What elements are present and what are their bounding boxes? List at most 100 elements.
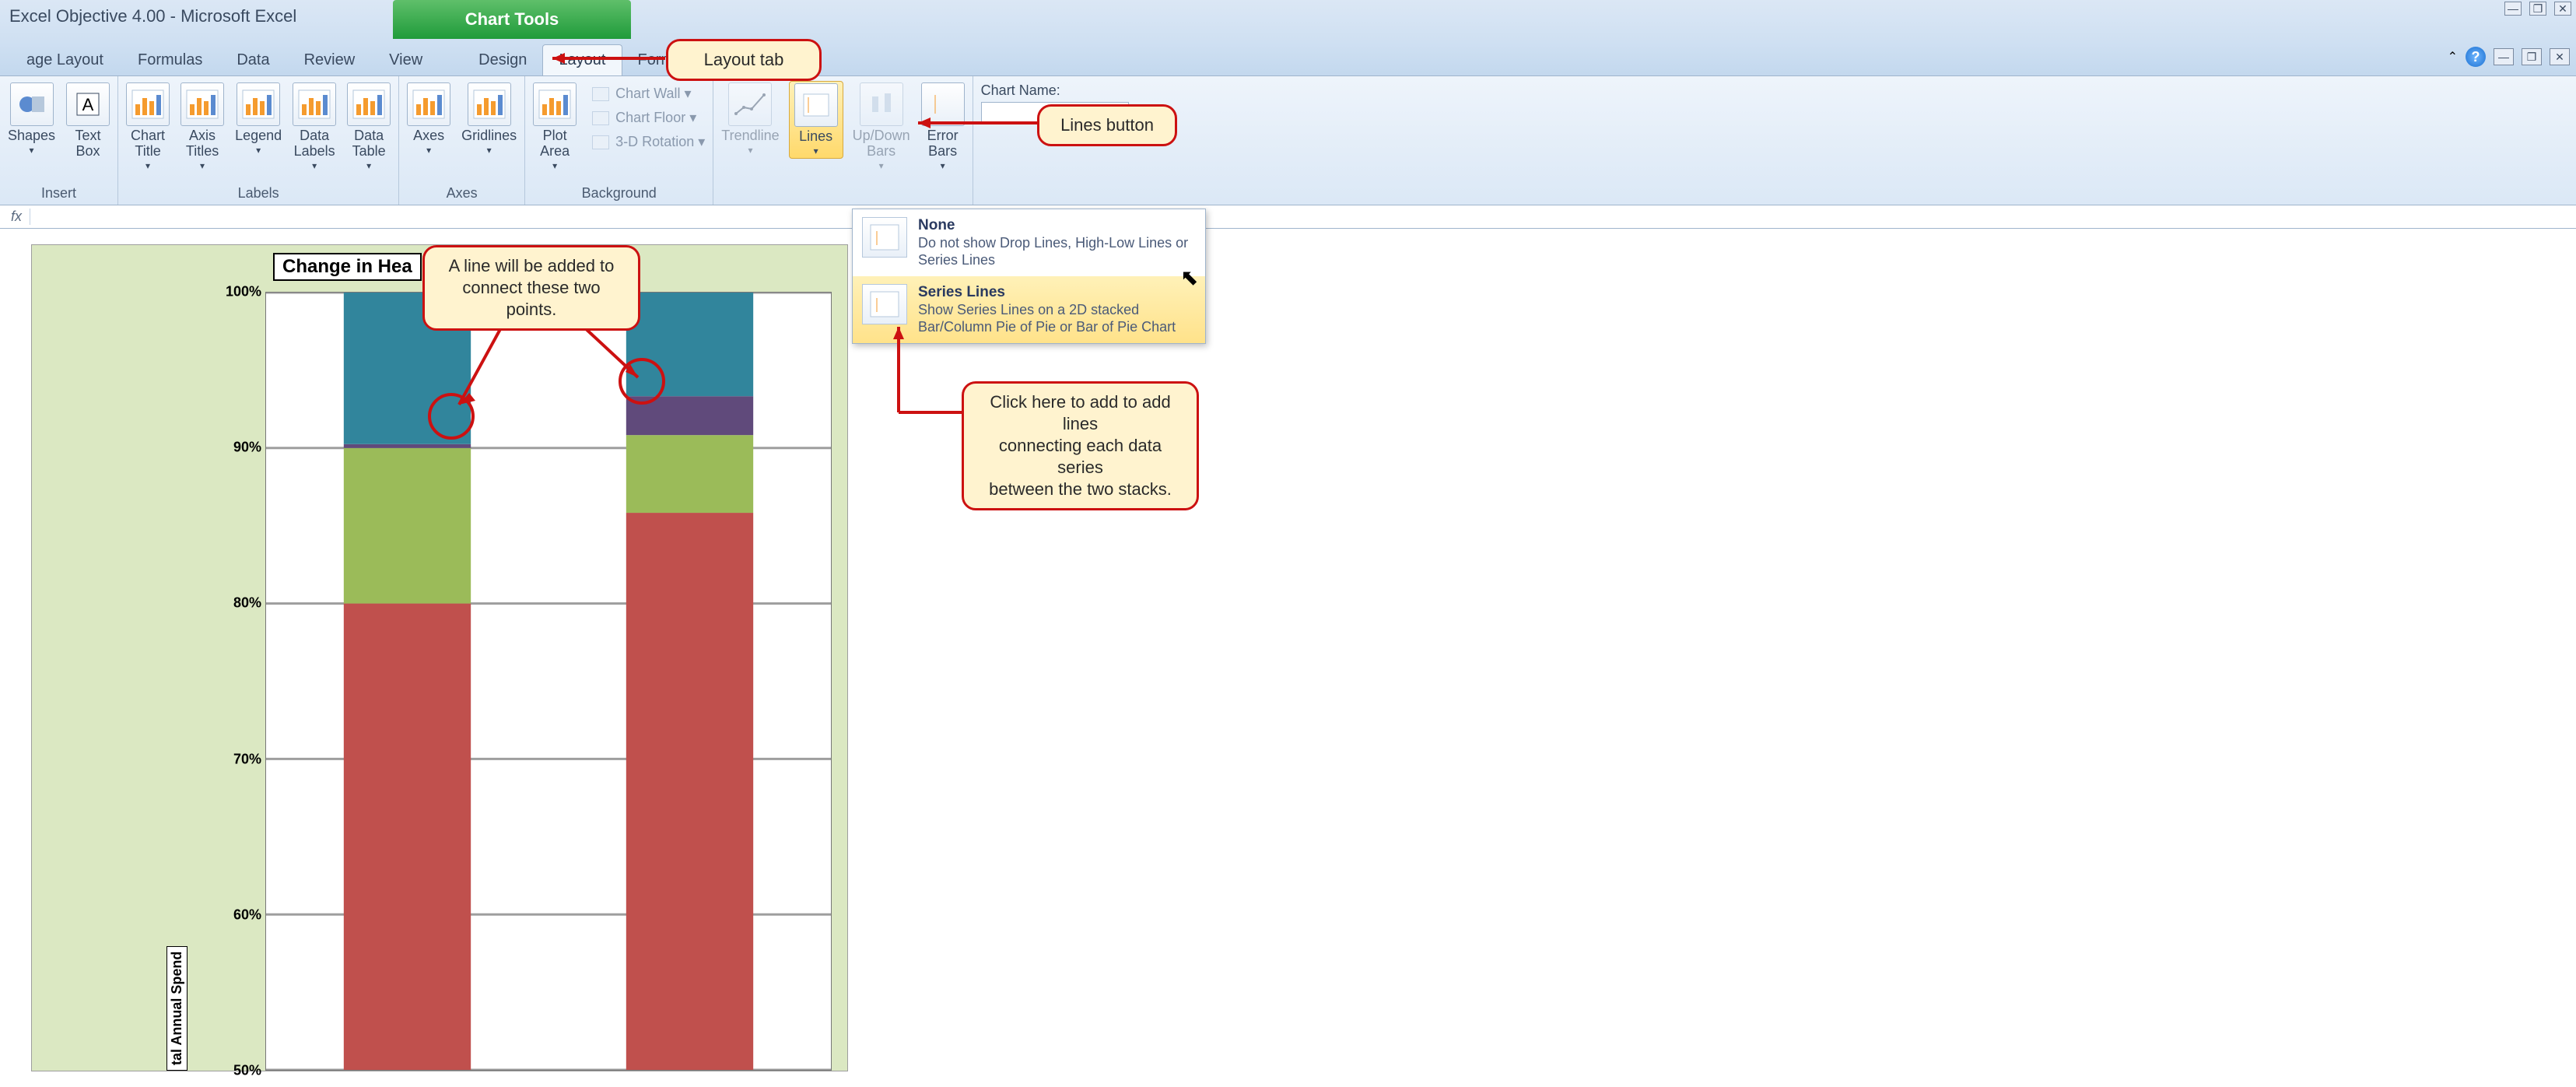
- data-labels-icon: [293, 82, 336, 126]
- dropdown-arrow-icon: ▾: [30, 145, 34, 156]
- 3d-rotation-icon: [592, 135, 609, 149]
- chart-title-button[interactable]: Chart Title▾: [124, 81, 171, 173]
- group-label: Insert: [6, 184, 111, 203]
- y-tick-label: 80%: [233, 595, 261, 612]
- close-button[interactable]: ✕: [2554, 2, 2571, 16]
- axis-titles-button[interactable]: Axis Titles▾: [179, 81, 226, 173]
- lines-option-icon: [862, 217, 907, 258]
- error-bars-button[interactable]: Error Bars▾: [920, 81, 966, 173]
- worksheet-area: Change in Hea tal Annual Spend 100%90%80…: [0, 229, 2576, 1087]
- callout-connect-points: A line will be added to connect these tw…: [422, 245, 640, 331]
- ribbon-group-analysis: Trendline▾Lines▾Up/Down Bars▾Error Bars▾: [713, 76, 973, 205]
- gridlines-label: Gridlines: [461, 128, 517, 143]
- chart-wall-label: Chart Wall ▾: [615, 86, 691, 102]
- chart-floor-label: Chart Floor ▾: [615, 110, 696, 126]
- axes-label: Axes: [413, 128, 444, 143]
- window-controls: — ❐ ✕: [2504, 2, 2571, 16]
- data-table-button[interactable]: Data Table▾: [345, 81, 392, 173]
- tab-review[interactable]: Review: [287, 45, 373, 75]
- wb-minimize-button[interactable]: —: [2494, 48, 2514, 65]
- dropdown-arrow-icon: ▾: [366, 160, 371, 171]
- chart-title[interactable]: Change in Hea: [273, 253, 422, 281]
- y-tick-label: 50%: [233, 1063, 261, 1079]
- chart-wall-icon: [592, 87, 609, 101]
- error-bars-label: Error Bars: [927, 128, 959, 159]
- data-labels-button[interactable]: Data Labels▾: [291, 81, 338, 173]
- chart-wall-button: Chart Wall ▾: [592, 86, 705, 102]
- y-tick-label: 100%: [226, 284, 261, 300]
- tab-view[interactable]: View: [372, 45, 440, 75]
- y-axis-title[interactable]: tal Annual Spend: [166, 946, 188, 1071]
- plot-area-label: Plot Area: [540, 128, 570, 159]
- formula-input[interactable]: [30, 210, 2573, 224]
- help-button[interactable]: ?: [2466, 47, 2486, 67]
- shapes-button[interactable]: Shapes▾: [6, 81, 57, 157]
- legend-button[interactable]: Legend▾: [233, 81, 283, 157]
- chart-floor-icon: [592, 111, 609, 125]
- chart-title-label: Chart Title: [131, 128, 165, 159]
- group-label: Background: [531, 184, 706, 203]
- y-axis-title-box: tal Annual Spend: [188, 300, 211, 1071]
- textbox-icon: A: [66, 82, 110, 126]
- lines-label: Lines: [799, 128, 832, 144]
- chart-object[interactable]: Change in Hea tal Annual Spend 100%90%80…: [31, 244, 848, 1071]
- trendline-label: Trendline: [721, 128, 779, 143]
- dropdown-arrow-icon: ▾: [426, 145, 431, 156]
- tab-formulas[interactable]: Formulas: [121, 45, 219, 75]
- gridlines-button[interactable]: Gridlines ▾: [460, 81, 518, 157]
- chart-tools-contextual-tab[interactable]: Chart Tools: [393, 0, 631, 39]
- group-label: Labels: [124, 184, 392, 203]
- lines-icon: [794, 83, 838, 127]
- 3d-rotation-label: 3-D Rotation ▾: [615, 134, 705, 150]
- updown-bars-icon: [860, 82, 903, 126]
- textbox-button[interactable]: AText Box: [65, 81, 111, 160]
- tab-data[interactable]: Data: [219, 45, 286, 75]
- chart-title-icon: [126, 82, 170, 126]
- window-helpset: ⌃ ? — ❐ ✕: [2448, 47, 2570, 67]
- lines-option-series-lines[interactable]: Series LinesShow Series Lines on a 2D st…: [853, 276, 1205, 343]
- y-tick-label: 60%: [233, 906, 261, 923]
- window-title: Excel Objective 4.00 - Microsoft Excel: [9, 3, 296, 26]
- dropdown-arrow-icon: ▾: [941, 160, 945, 171]
- textbox-label: Text Box: [75, 128, 101, 159]
- lines-dropdown-menu: NoneDo not show Drop Lines, High-Low Lin…: [852, 209, 1206, 344]
- ribbon: Shapes▾AText BoxInsertChart Title▾Axis T…: [0, 76, 2576, 205]
- formula-bar: fx: [0, 205, 2576, 229]
- dropdown-arrow-icon: ▾: [814, 146, 818, 156]
- subtab-layout[interactable]: Layout: [542, 44, 622, 75]
- lines-option-icon: [862, 284, 907, 324]
- subtab-design[interactable]: Design: [463, 45, 542, 75]
- maximize-button[interactable]: ❐: [2529, 2, 2546, 16]
- error-bars-icon: [921, 82, 965, 126]
- tab-age-layout[interactable]: age Layout: [9, 45, 121, 75]
- dropdown-arrow-icon: ▾: [256, 145, 261, 156]
- option-title: None: [918, 217, 1196, 234]
- callout-lines-button: Lines button: [1037, 104, 1177, 146]
- dropdown-arrow-icon: ▾: [487, 145, 492, 156]
- fx-label: fx: [3, 209, 30, 225]
- callout-series-lines-hint: Click here to add to add lines connectin…: [962, 381, 1199, 510]
- callout-layout-tab: Layout tab: [666, 39, 822, 81]
- minimize-button[interactable]: —: [2504, 2, 2522, 16]
- plot-area-icon: [533, 82, 577, 126]
- dropdown-arrow-icon: ▾: [879, 160, 884, 171]
- data-table-label: Data Table: [352, 128, 386, 159]
- chart-name-label: Chart Name:: [981, 82, 1129, 99]
- dropdown-arrow-icon: ▾: [552, 160, 557, 171]
- dropdown-arrow-icon: ▾: [145, 160, 150, 171]
- plot-area-button[interactable]: Plot Area▾: [531, 81, 578, 173]
- wb-restore-button[interactable]: ❐: [2522, 48, 2542, 65]
- plot-area[interactable]: [265, 292, 832, 1071]
- lines-button[interactable]: Lines ▾: [789, 81, 843, 159]
- chart-floor-button: Chart Floor ▾: [592, 110, 705, 126]
- option-desc: Do not show Drop Lines, High-Low Lines o…: [918, 234, 1196, 268]
- lines-option-none[interactable]: NoneDo not show Drop Lines, High-Low Lin…: [853, 209, 1205, 276]
- data-table-icon: [347, 82, 391, 126]
- group-label: Axes: [405, 184, 518, 203]
- trendline-button: Trendline▾: [720, 81, 780, 157]
- y-axis-tick-labels: 100%90%80%70%60%50%: [219, 292, 261, 1071]
- axes-button[interactable]: Axes ▾: [405, 81, 452, 157]
- ribbon-group-axes: Axes ▾ Gridlines ▾ Axes: [399, 76, 525, 205]
- wb-close-button[interactable]: ✕: [2550, 48, 2570, 65]
- ribbon-collapse-icon[interactable]: ⌃: [2448, 49, 2458, 65]
